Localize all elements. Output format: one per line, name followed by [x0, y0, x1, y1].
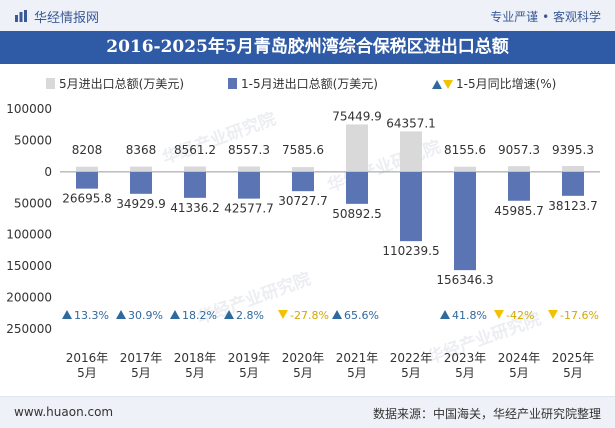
- bar-monthly: [238, 166, 260, 172]
- data-label-monthly: 9057.3: [498, 143, 540, 157]
- growth-label: 41.8%: [452, 309, 487, 322]
- bar-monthly: [346, 124, 368, 172]
- x-tick-label: 2021年 5月: [336, 351, 379, 380]
- y-tick-label: 100000: [6, 102, 52, 116]
- data-label-monthly: 8557.3: [228, 143, 270, 157]
- data-label-monthly: 9395.3: [552, 143, 594, 157]
- y-tick-label: 150000: [6, 259, 52, 273]
- data-label-cumulative: 110239.5: [382, 244, 439, 258]
- y-tick-label: 50000: [14, 133, 52, 147]
- bar-cumulative: [292, 171, 314, 192]
- watermark-text: 华经产业研究院: [325, 136, 444, 196]
- growth-up-icon: [62, 310, 72, 319]
- y-tick-label: 250000: [6, 322, 52, 336]
- data-label-cumulative: 38123.7: [548, 199, 598, 213]
- bar-cumulative: [130, 171, 152, 194]
- growth-down-icon: [548, 310, 558, 319]
- growth-up-icon: [440, 310, 450, 319]
- bar-monthly: [184, 166, 206, 172]
- growth-label: 2.8%: [236, 309, 264, 322]
- growth-down-icon: [494, 310, 504, 319]
- growth-label: -17.6%: [560, 309, 599, 322]
- bar-monthly: [400, 131, 422, 172]
- data-label-cumulative: 26695.8: [62, 192, 112, 206]
- growth-up-icon: [332, 310, 342, 319]
- y-tick-label: 0: [44, 165, 52, 179]
- x-tick-label: 2020年 5月: [282, 351, 325, 380]
- logo[interactable]: 华经情报网: [14, 7, 100, 26]
- data-label-cumulative: 50892.5: [332, 207, 382, 221]
- data-label-cumulative: 42577.7: [224, 202, 274, 216]
- data-label-monthly: 75449.9: [332, 109, 382, 123]
- growth-label: -27.8%: [290, 309, 329, 322]
- data-source: 数据来源：中国海关，华经产业研究院整理: [372, 407, 601, 421]
- data-label-cumulative: 41336.2: [170, 201, 220, 215]
- y-tick-label: 200000: [6, 291, 52, 305]
- growth-up-icon: [170, 310, 180, 319]
- tagline: 专业严谨 • 客观科学: [490, 10, 601, 24]
- x-tick-label: 2023年 5月: [444, 351, 487, 380]
- data-label-monthly: 64357.1: [386, 116, 436, 130]
- data-label-cumulative: 156346.3: [436, 273, 493, 287]
- growth-label: -42%: [506, 309, 534, 322]
- legend-swatch-1: [228, 78, 237, 89]
- bar-cumulative: [76, 171, 98, 189]
- bar-cumulative: [184, 171, 206, 198]
- brand-name: 华经情报网: [34, 10, 100, 26]
- x-tick-label: 2016年 5月: [66, 351, 109, 380]
- data-label-monthly: 8208: [72, 143, 103, 157]
- growth-label: 65.6%: [344, 309, 379, 322]
- data-label-monthly: 7585.6: [282, 143, 324, 157]
- bar-monthly: [508, 166, 530, 172]
- growth-down-icon: [278, 310, 288, 319]
- y-tick-label: 100000: [6, 228, 52, 242]
- watermark-text: 华经产业研究院: [160, 108, 279, 168]
- growth-up-icon: [116, 310, 126, 319]
- x-tick-label: 2025年 5月: [552, 351, 595, 380]
- title-bar: 2016-2025年5月青岛胶州湾综合保税区进出口总额: [0, 31, 615, 64]
- chart-title: 2016-2025年5月青岛胶州湾综合保税区进出口总额: [106, 37, 509, 57]
- legend-tri-up-icon: [432, 80, 442, 89]
- legend-label-2: 1-5月同比增速(%): [456, 77, 556, 91]
- x-tick-label: 2019年 5月: [228, 351, 271, 380]
- bar-cumulative: [400, 171, 422, 242]
- data-label-monthly: 8368: [126, 143, 157, 157]
- top-bar: 华经情报网 专业严谨 • 客观科学: [0, 0, 615, 32]
- legend-swatch-0: [46, 78, 55, 89]
- growth-up-icon: [224, 310, 234, 319]
- y-tick-label: 50000: [14, 196, 52, 210]
- bar-cumulative: [454, 171, 476, 271]
- bar-cumulative: [562, 171, 584, 196]
- legend-label-1: 1-5月进出口总额(万美元): [241, 77, 378, 91]
- x-tick-label: 2024年 5月: [498, 351, 541, 380]
- data-label-monthly: 8561.2: [174, 143, 216, 157]
- x-tick-label: 2022年 5月: [390, 351, 433, 380]
- bar-cumulative: [346, 171, 368, 204]
- legend-label-0: 5月进出口总额(万美元): [59, 77, 184, 91]
- bar-cumulative: [238, 171, 260, 199]
- x-tick-label: 2017年 5月: [120, 351, 163, 380]
- bar-monthly: [76, 166, 98, 172]
- data-label-cumulative: 30727.7: [278, 194, 328, 208]
- growth-label: 18.2%: [182, 309, 217, 322]
- bar-monthly: [454, 166, 476, 172]
- brand-logo-icon: [15, 10, 27, 22]
- data-label-monthly: 8155.6: [444, 143, 486, 157]
- footer-bar: www.huaon.com 数据来源：中国海关，华经产业研究院整理: [0, 396, 615, 428]
- bar-cumulative: [508, 171, 530, 201]
- data-label-cumulative: 34929.9: [116, 197, 166, 211]
- legend-tri-down-icon: [443, 80, 453, 89]
- bar-monthly: [292, 167, 314, 172]
- site-url[interactable]: www.huaon.com: [14, 405, 114, 419]
- x-tick-label: 2018年 5月: [174, 351, 217, 380]
- data-label-cumulative: 45985.7: [494, 204, 544, 218]
- growth-label: 13.3%: [74, 309, 109, 322]
- growth-label: 30.9%: [128, 309, 163, 322]
- bar-monthly: [562, 165, 584, 172]
- chart: 华经产业研究院 华经产业研究院华经产业研究院华经产业研究院5月进出口总额(万美元)…: [6, 77, 600, 380]
- bar-monthly: [130, 166, 152, 172]
